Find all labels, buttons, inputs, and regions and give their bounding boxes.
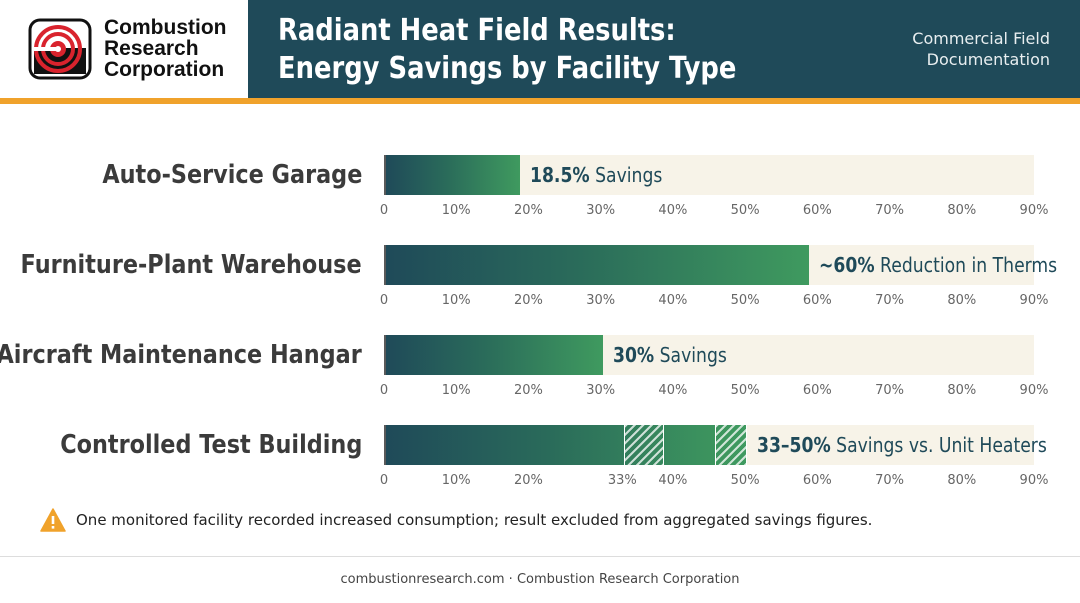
bar-value-text: Savings [589,163,662,187]
x-tick-label: 20% [513,473,543,488]
savings-bar [386,245,809,285]
bar-value-number: ~60% [818,253,875,277]
savings-bar-chart: Auto-Service Garage 18.5% Savings 0 10% 20% 3… [0,110,1080,500]
bar-value-text: Savings vs. Unit Heaters [830,433,1047,457]
bar-value-label: ~60% Reduction in Therms [819,245,1057,285]
logo-line: Corporation [104,58,225,81]
bar-value-number: 30% [612,343,654,367]
bar-track: ~60% Reduction in Therms [384,245,1057,285]
documentation-label-line: Commercial Field [912,29,1050,48]
x-tick-label: 20% [513,203,543,218]
x-tick-label: 60% [802,293,832,308]
bar-track: 18.5% Savings [384,155,1034,195]
bar-value-number: 18.5% [529,163,590,187]
exclusion-note: One monitored facility recorded increase… [40,507,872,533]
note-text: One monitored facility recorded increase… [76,511,873,529]
x-tick-label: 60% [802,203,832,218]
logo-panel: Combustion Research Corporation [0,0,248,98]
x-tick-label: 50% [730,203,760,218]
x-tick-label: 80% [947,293,977,308]
x-tick-label: 70% [875,383,904,398]
bar-value-label: 33–50% Savings vs. Unit Heaters [757,425,1047,465]
x-tick-label: 30% [586,383,616,398]
x-tick-label: 90% [1019,473,1049,488]
x-tick-label: 70% [875,473,904,488]
page-title-line: Energy Savings by Facility Type [278,51,737,86]
x-tick-label: 50% [730,293,760,308]
x-tick-label: 80% [947,383,977,398]
savings-bar [386,335,603,375]
savings-bar [386,425,748,465]
x-tick-label: 70% [875,293,904,308]
x-tick-label: 10% [441,473,471,488]
x-tick-label: 90% [1019,383,1049,398]
x-tick-label: 0 [379,383,389,398]
category-label: Auto-Service Garage [101,160,362,190]
x-tick-label: 40% [658,293,688,308]
bar-value-label: 18.5% Savings [530,155,662,195]
logo-wordmark: Combustion Research Corporation [104,17,244,80]
bar-value-text: Savings [653,343,727,367]
category-label: Furniture-Plant Warehouse [20,250,362,280]
x-tick-label: 30% [586,203,616,218]
x-tick-label: 0 [379,473,389,488]
logo-line: Combustion [104,16,227,39]
header-accent-stripe [0,98,1080,104]
savings-bar [386,155,520,195]
documentation-label: Commercial Field Documentation [850,28,1050,70]
documentation-label-line: Documentation [926,50,1050,69]
footer-divider [0,556,1080,557]
page-title: Radiant Heat Field Results: Energy Savin… [278,12,794,88]
x-tick-label: 50% [730,473,760,488]
x-tick-label: 40% [658,383,688,398]
x-tick-label: 10% [441,293,471,308]
bar-value-label: 30% Savings [613,335,727,375]
bar-value-text: Reduction in Therms [874,253,1057,277]
warning-icon [40,508,66,532]
range-start-hatch [624,425,665,465]
x-tick-label: 70% [875,203,904,218]
x-tick-label: 20% [513,383,543,398]
x-tick-label: 90% [1019,203,1049,218]
x-tick-label: 30% [586,293,616,308]
logo-icon [28,18,92,80]
x-tick-label: 50% [730,383,760,398]
bar-track: 30% Savings [384,335,1034,375]
x-tick-label: 0 [379,293,389,308]
bar-track: 33–50% Savings vs. Unit Heaters [384,425,1047,465]
x-tick-label: 40% [658,203,688,218]
x-tick-label: 20% [513,293,543,308]
footer-text[interactable]: combustionresearch.com · Combustion Rese… [340,572,740,587]
page-title-line: Radiant Heat Field Results: [278,13,676,48]
x-tick-label: 10% [441,203,471,218]
x-tick-label: 33% [607,473,637,488]
x-tick-label: 80% [947,203,977,218]
category-label: Aircraft Maintenance Hangar [0,340,362,370]
x-tick-label: 40% [658,473,688,488]
x-tick-label: 10% [441,383,471,398]
logo-line: Research [104,37,199,60]
x-tick-label: 90% [1019,293,1049,308]
bar-value-number: 33–50% [757,433,831,457]
x-tick-label: 0 [379,203,389,218]
category-label: Controlled Test Building [59,430,362,460]
range-end-hatch [715,425,748,465]
x-tick-label: 60% [802,383,832,398]
x-tick-label: 60% [802,473,832,488]
x-tick-label: 80% [947,473,977,488]
